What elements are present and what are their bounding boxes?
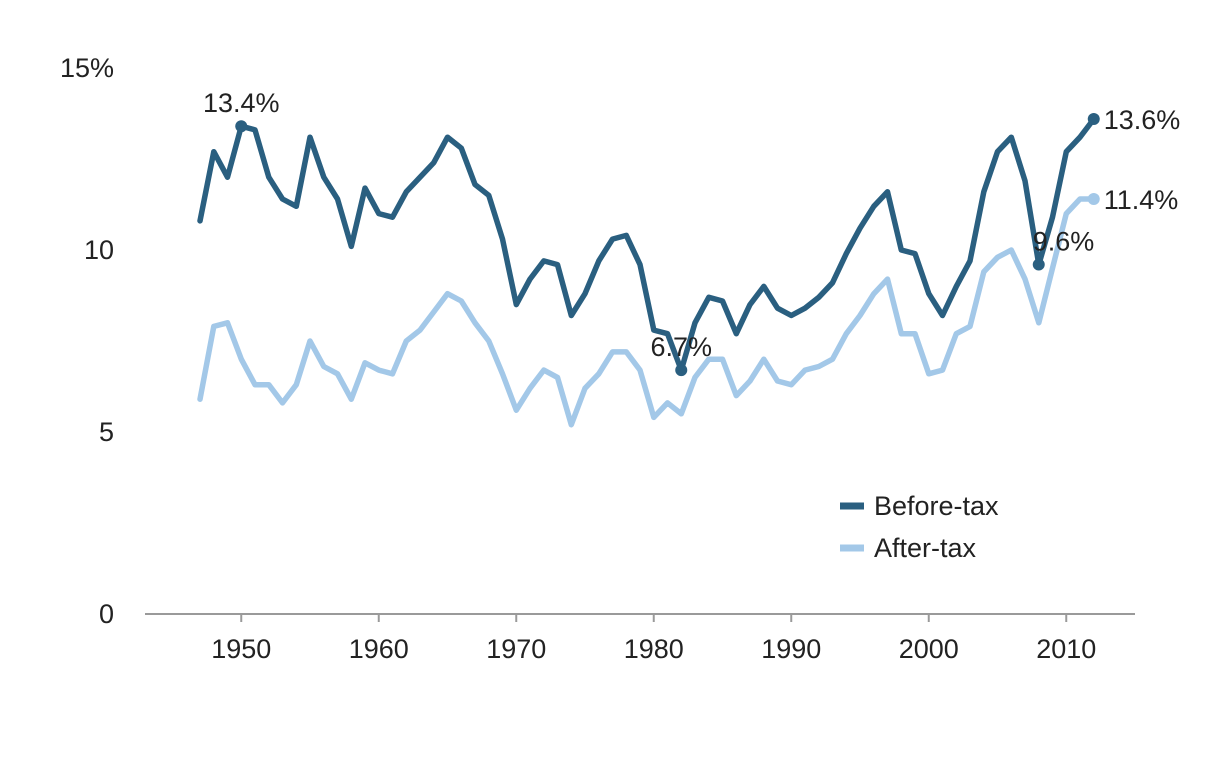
annotation-marker	[1087, 193, 1100, 206]
legend-item-after-tax: After-tax	[840, 533, 977, 563]
y-tick-label: 10	[84, 235, 114, 265]
annotation-marker	[675, 364, 688, 377]
legend: Before-tax After-tax	[840, 491, 999, 563]
y-axis-ticks: 0 5 10 15%	[60, 53, 114, 629]
series-lines	[197, 116, 1097, 428]
legend-label-before-tax: Before-tax	[874, 491, 999, 521]
series-line-before-tax	[197, 116, 1097, 373]
x-tick-label: 1970	[486, 634, 546, 664]
y-tick-label: 0	[99, 599, 114, 629]
x-tick-label: 1990	[761, 634, 821, 664]
annotation-label: 11.4%	[1104, 185, 1179, 215]
x-tick-label: 2000	[899, 634, 959, 664]
annotation-label: 9.6%	[1033, 227, 1095, 257]
x-tick-label: 1980	[624, 634, 684, 664]
x-axis-ticks: 1950 1960 1970 1980 1990 2000 2010	[211, 614, 1096, 664]
annotation-marker	[1087, 112, 1100, 125]
x-tick-label: 2010	[1036, 634, 1096, 664]
legend-label-after-tax: After-tax	[874, 533, 977, 563]
annotation-marker	[1032, 258, 1045, 271]
annotations: 13.4% 6.7% 9.6% 13.6% 11.4%	[203, 88, 1181, 377]
y-tick-label: 15%	[60, 53, 114, 83]
annotation-label: 6.7%	[650, 332, 712, 362]
series-line-after-tax	[197, 196, 1097, 428]
annotation-marker	[235, 120, 248, 133]
x-tick-label: 1950	[211, 634, 271, 664]
y-tick-label: 5	[99, 417, 114, 447]
legend-item-before-tax: Before-tax	[840, 491, 999, 521]
x-tick-label: 1960	[349, 634, 409, 664]
annotation-label: 13.4%	[203, 88, 280, 118]
annotation-label: 13.6%	[1104, 105, 1181, 135]
